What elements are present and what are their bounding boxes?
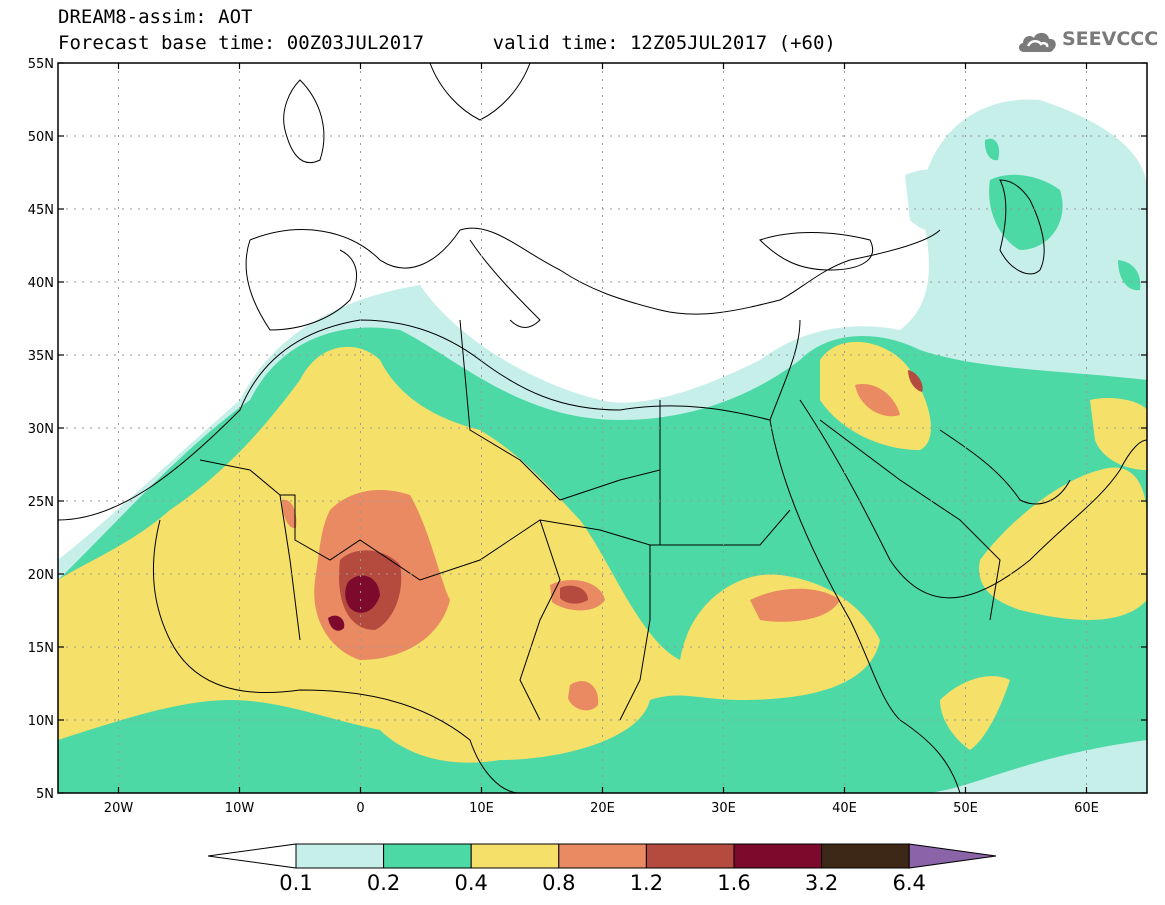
border-mali [199,459,301,641]
aot-patch-orange6 [282,499,297,529]
lat-tick-label: 55N [28,57,54,72]
colorbar-label: 0.2 [367,871,400,895]
aot-patch-orange4 [750,588,840,622]
coast-west-africa [152,519,521,793]
aot-patch-horn [940,676,1010,750]
lon-tick-label: 10E [469,801,494,816]
coast-uk [283,79,325,164]
colorbar-box-3 [470,843,560,869]
colorbar-box-2 [383,843,472,869]
coast-italy [469,239,541,328]
lat-tick-label: 40N [28,276,54,291]
seevccc-logo: SEEVCCC [1016,26,1159,56]
colorbar-label: 3.2 [805,871,838,895]
aot-patch-n [984,138,1000,161]
colorbar-arrow-low [207,843,297,869]
border-sahara [280,494,760,581]
lon-tick-label: 0 [356,801,364,816]
colorbar-box-6 [733,843,823,869]
lat-tick-label: 10N [28,714,54,729]
aot-band-1.6 [345,575,380,613]
lon-tick-label: 60E [1074,801,1099,816]
coast-caspian [999,179,1045,275]
aot-patch-orange3 [568,681,599,711]
border-egypt [659,400,791,546]
lon-tick-label: 50E [953,801,978,816]
lon-tick-label: 30E [711,801,736,816]
lat-tick-label: 20N [28,568,54,583]
aot-patch-persian [1090,398,1147,470]
colorbar-label: 0.1 [279,871,312,895]
lat-tick-label: 50N [28,130,54,145]
aot-band-0.4 [58,346,880,763]
chart-title: DREAM8-assim: AOT [58,6,253,28]
coast-black-sea [759,232,873,271]
colorbar-box-5 [645,843,735,869]
aot-field [58,99,1147,793]
coast-iberia [245,239,358,331]
aot-patch-red2 [560,585,588,604]
colorbar-label: 1.2 [630,871,663,895]
border-saudi [819,419,1001,621]
aot-patch-red3 [908,370,923,392]
chart-subtitle: Forecast base time: 00Z03JUL2017 valid t… [58,32,836,54]
lat-tick-label: 15N [28,641,54,656]
lon-tick-label: 40E [832,801,857,816]
colorbar-label: 0.8 [542,871,575,895]
aot-patch-kaz [905,169,990,234]
colorbar-box-4 [558,843,647,869]
coast-scandinavia [429,63,531,121]
lat-tick-label: 45N [28,203,54,218]
axes: 20W 10W 0 10E 20E 30E 40E 50E 60E 55N 50N 45N 40N 35N… [28,57,1147,816]
coast-north-africa [58,319,801,521]
aot-patch-crimson2 [328,615,345,631]
lon-tick-label: 20E [590,801,615,816]
cloud-icon [1018,32,1056,52]
border-sudan [619,545,651,721]
lon-tick-label: 10W [225,801,255,816]
coast-red-sea [769,419,961,793]
aot-patch-caspian [989,174,1063,250]
colorbar-arrow-high [908,843,997,869]
colorbar-label: 1.6 [717,871,750,895]
colorbar-label: 6.4 [892,871,925,895]
logo-text: SEEVCCC [1062,28,1159,50]
colorbar-box-7 [821,843,910,869]
aot-patch-orange5 [855,384,900,417]
colorbar: 0.1 0.2 0.4 0.8 1.2 1.6 3.2 6.4 [207,843,997,895]
colorbar-label: 0.4 [454,871,487,895]
border-chad [519,519,561,721]
coastlines [58,63,1147,793]
coast-arabia [799,399,1147,599]
coast-europe [249,227,941,315]
aot-patch-arabia [979,467,1147,620]
aot-patch-east [1118,260,1141,291]
lat-tick-label: 35N [28,349,54,364]
lat-tick-label: 25N [28,495,54,510]
lat-tick-label: 30N [28,422,54,437]
colorbar-box-1 [295,843,385,869]
coast-gulf [939,429,1071,505]
lon-tick-label: 20W [104,801,134,816]
lat-tick-label: 5N [36,787,54,802]
